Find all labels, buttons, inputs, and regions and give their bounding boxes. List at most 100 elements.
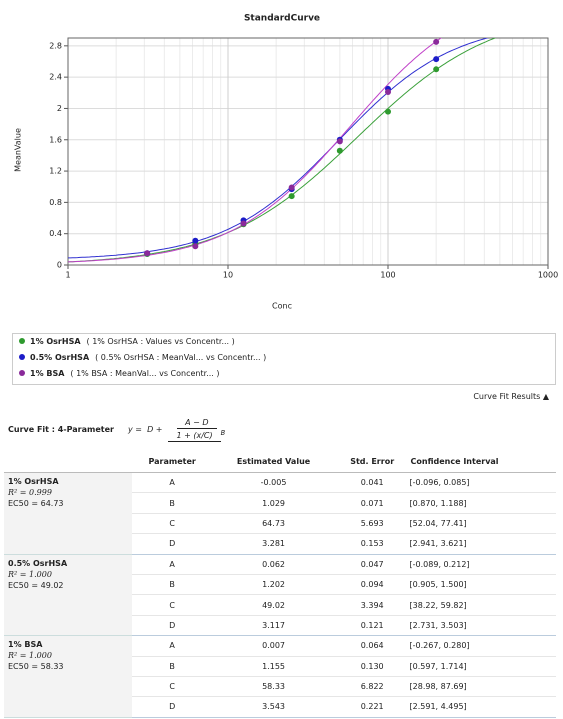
y-tick-label: 1.6 [49, 135, 62, 144]
data-point [433, 66, 440, 73]
legend-detail: ( 1% BSA : MeanVal... vs Concentr... ) [70, 369, 220, 378]
table-cell: [52.04, 77.41] [409, 513, 556, 535]
table-cell: 1.029 [212, 492, 335, 514]
data-point [433, 38, 440, 45]
table-cell: 49.02 [212, 594, 335, 616]
table-cell: 3.117 [212, 615, 335, 637]
x-tick-label: 1000 [538, 271, 558, 280]
group-cell: 1% BSA R² = 1.000 EC50 = 58.33 [4, 635, 132, 718]
legend-name: 1% OsrHSA [30, 337, 81, 346]
table-cell: -0.005 [212, 472, 335, 494]
group-ec50: EC50 = 49.02 [8, 580, 64, 590]
table-cell: 0.121 [334, 615, 410, 637]
table-cell: A [132, 472, 213, 494]
table-row: D 3.117 0.121 [2.731, 3.503] [4, 615, 556, 637]
formula-fraction: A − D 1 + (x/C) B [168, 418, 225, 443]
data-point [240, 220, 247, 227]
table-cell: 3.281 [212, 533, 335, 555]
table-cell: 0.153 [334, 533, 410, 555]
x-axis-label: Conc [272, 302, 292, 311]
data-point [385, 89, 391, 96]
legend-swatch [19, 370, 25, 376]
table-cell: D [132, 696, 213, 718]
table-row: 1% BSA R² = 1.000 EC50 = 58.33 A 0.007 0.064[… [4, 635, 556, 718]
header-cell: Std. Error [334, 451, 410, 473]
table-cell: 0.007 [212, 635, 335, 657]
table-cell: [-0.089, 0.212] [409, 554, 556, 575]
table-row: D 3.543 0.221 [2.591, 4.495] [4, 696, 556, 718]
legend-name: 0.5% OsrHSA [30, 353, 90, 362]
y-tick-label: 0.8 [49, 198, 62, 207]
formula-denominator: 1 + (x/C) [168, 431, 221, 443]
fit-label: Curve Fit : 4-Parameter [8, 424, 114, 434]
data-point [433, 56, 440, 63]
header-cell: Parameter [132, 451, 213, 473]
data-point [288, 193, 295, 200]
legend-swatch [19, 338, 25, 344]
table-cell: C [132, 513, 213, 535]
table-cell: 0.041 [334, 472, 410, 494]
legend-detail: ( 0.5% OsrHSA : MeanVal... vs Concentr..… [95, 353, 267, 362]
group-name: 1% OsrHSA [8, 477, 59, 486]
data-point [144, 250, 151, 257]
table-row: B 1.202 0.094 [0.905, 1.500] [4, 574, 556, 596]
header-row: Parameter Estimated Value Std. Error Confid… [4, 451, 556, 473]
group-name: 1% BSA [8, 640, 43, 650]
table-row: C 49.02 3.394 [38.22, 59.82] [4, 594, 556, 616]
table-cell: 0.064 [334, 635, 410, 657]
table-cell: B [132, 656, 213, 677]
legend-name: 1% BSA [30, 369, 65, 378]
table-cell: [0.870, 1.188] [409, 492, 556, 514]
table-cell: A [132, 635, 213, 657]
legend-detail: ( 1% OsrHSA : Values vs Concentr... ) [86, 337, 235, 346]
group-cell: 1% OsrHSA R² = 0.999 EC50 = 64.73 [4, 472, 132, 555]
table-cell: [28.98, 87.69] [409, 676, 556, 698]
chart: StandardCurve Conc MeanValue 0 0.4 0.8 1.2 1… [14, 14, 559, 311]
legend-item: 1% BSA ( 1% BSA : MeanVal... vs Concentr.… [13, 366, 555, 382]
plot-frame [67, 37, 549, 266]
table-cell: 6.822 [334, 676, 410, 698]
curve-fit-results-toggle[interactable]: Curve Fit Results ▲ [473, 392, 549, 401]
group-r2: R² = 1.000 [8, 651, 52, 661]
formula-numerator: A − D [177, 418, 217, 429]
table-row: D 3.281 0.153 [2.941, 3.621] [4, 533, 556, 555]
table-cell: 0.062 [212, 554, 335, 575]
x-tick-label: 100 [380, 271, 395, 280]
legend-item: 1% OsrHSA ( 1% OsrHSA : Values vs Concent… [13, 334, 555, 350]
table-cell: 0.130 [334, 656, 410, 677]
header-cell [4, 451, 132, 473]
fit-formula: Curve Fit : 4-Parameter y = D + A − D 1 … [8, 415, 225, 443]
table-row: 1% OsrHSA R² = 0.999 EC50 = 64.73 A -0.005 0.… [4, 472, 556, 555]
legend-item: 0.5% OsrHSA ( 0.5% OsrHSA : MeanVal... vs… [13, 350, 555, 366]
table-cell: A [132, 554, 213, 575]
data-point [336, 147, 343, 154]
table-cell: [-0.267, 0.280] [409, 635, 556, 657]
table-cell: C [132, 594, 213, 616]
header-cell: Estimated Value [212, 451, 335, 473]
y-tick-label: 1.2 [49, 167, 62, 176]
table-cell: [2.941, 3.621] [409, 533, 556, 555]
table-cell: 3.543 [212, 696, 335, 718]
y-tick-label: 2.4 [49, 73, 62, 82]
table-cell: 58.33 [212, 676, 335, 698]
header-cell: Confidence Interval [409, 451, 556, 473]
x-tick-label: 1 [65, 271, 70, 280]
fit-curve [68, 38, 490, 259]
table-cell: 64.73 [212, 513, 335, 535]
legend-swatch [19, 354, 25, 360]
table-cell: [38.22, 59.82] [409, 594, 556, 616]
formula-lhs: y = [127, 424, 142, 434]
data-point [336, 138, 343, 145]
table-cell: 1.202 [212, 574, 335, 596]
table-cell: [-0.096, 0.085] [409, 472, 556, 494]
table-cell: D [132, 533, 213, 555]
table-row: 0.5% OsrHSA R² = 1.000 EC50 = 49.02 A 0.062 0… [4, 554, 556, 637]
table-row: C 58.33 6.822 [28.98, 87.69] [4, 676, 556, 698]
fit-curve [68, 38, 497, 263]
group-ec50: EC50 = 64.73 [8, 499, 64, 508]
fit-curve [68, 38, 442, 263]
chart-title: StandardCurve [244, 14, 320, 24]
group-cell: 0.5% OsrHSA R² = 1.000 EC50 = 49.02 [4, 554, 132, 637]
table-cell: 5.693 [334, 513, 410, 535]
